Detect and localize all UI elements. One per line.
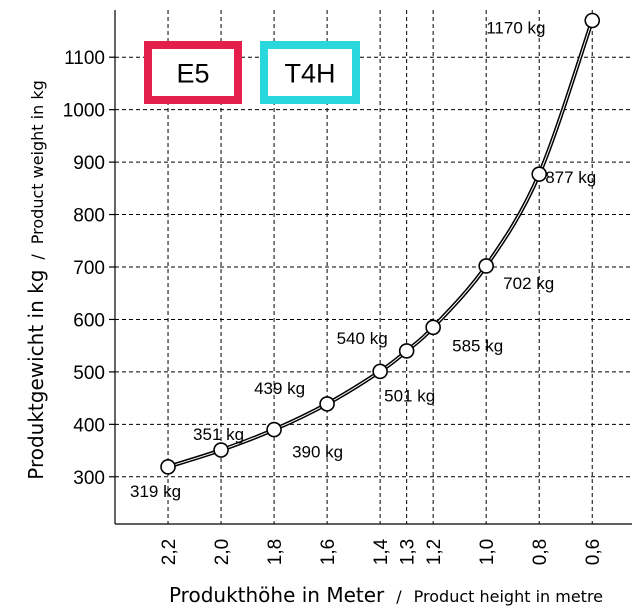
y-tick-label: 900 xyxy=(73,153,105,174)
x-tick-label: 1,6 xyxy=(318,539,339,565)
x-tick-label: 0,6 xyxy=(583,539,604,565)
data-point xyxy=(266,421,282,438)
badge-border xyxy=(144,41,242,104)
data-points xyxy=(160,12,601,475)
svg-text:Produktgewicht in kg /: Produktgewicht in kg / Product weight in… xyxy=(24,80,48,480)
y-tick-labels: 300 400 500 600 700 800 900 1000 1100 xyxy=(63,48,105,489)
data-point xyxy=(160,459,176,475)
data-point xyxy=(319,396,335,412)
data-label: 1170 kg xyxy=(486,18,545,37)
data-labels: 319 kg 351 kg 390 kg 439 kg 501 kg 540 kg 585 … xyxy=(130,18,596,500)
data-label: 390 kg xyxy=(292,443,343,462)
y-tick-label: 500 xyxy=(73,363,105,384)
x-axis-title: Produkthöhe in Meter / Product height in… xyxy=(169,583,603,607)
y-tick-label: 300 xyxy=(73,468,105,489)
data-point xyxy=(425,319,441,336)
x-axis-separator: / xyxy=(396,587,402,606)
y-tick-label: 800 xyxy=(73,206,105,227)
y-tick-label: 600 xyxy=(73,310,105,331)
data-label: 439 kg xyxy=(254,379,305,398)
badge-label: T4H xyxy=(284,59,335,89)
x-tick-label: 1,3 xyxy=(398,539,419,565)
data-label: 540 kg xyxy=(337,329,388,348)
data-label: 877 kg xyxy=(545,168,596,187)
x-tick-label: 1,0 xyxy=(477,539,498,565)
data-point xyxy=(531,166,548,182)
x-tick-label: 2,0 xyxy=(212,539,233,565)
data-point xyxy=(372,363,388,380)
x-axis-label: Produkthöhe in Meter xyxy=(169,583,385,607)
data-point xyxy=(398,343,415,359)
y-axis-sublabel: Product weight in kg xyxy=(28,80,47,244)
y-axis-title: Produktgewicht in kg / Product weight in… xyxy=(24,80,48,480)
x-tick-label: 1,2 xyxy=(424,539,445,565)
badges: E5 T4H xyxy=(144,41,360,104)
badge-e5: E5 xyxy=(144,41,242,104)
y-axis-separator: / xyxy=(28,254,47,260)
y-tick-label: 1000 xyxy=(63,101,105,122)
x-axis-sublabel: Product height in metre xyxy=(414,587,603,606)
x-tick-label: 2,2 xyxy=(159,539,180,565)
data-point xyxy=(478,258,494,274)
data-point xyxy=(213,442,229,458)
badge-border xyxy=(260,41,360,104)
y-tick-label: 700 xyxy=(73,258,105,279)
x-tick-label: 1,4 xyxy=(371,538,392,565)
data-point xyxy=(584,12,601,29)
badge-label: E5 xyxy=(176,59,209,89)
data-label: 702 kg xyxy=(503,274,554,293)
data-label: 585 kg xyxy=(452,336,503,355)
x-tick-labels: 2,2 2,0 1,8 1,6 1,4 1,3 1,2 1,0 0,8 0,6 xyxy=(159,538,604,565)
data-label: 501 kg xyxy=(384,386,435,405)
data-label: 351 kg xyxy=(193,425,244,444)
x-tick-label: 0,8 xyxy=(530,539,551,565)
svg-text:Produkthöhe in Meter /: Produkthöhe in Meter / Product height in… xyxy=(169,583,603,607)
y-axis-label: Produktgewicht in kg xyxy=(24,270,48,480)
badge-t4h: T4H xyxy=(260,41,360,104)
axes xyxy=(109,10,632,525)
x-tick-label: 1,8 xyxy=(265,539,286,565)
data-label: 319 kg xyxy=(130,482,181,501)
y-tick-label: 400 xyxy=(73,415,105,436)
y-tick-label: 1100 xyxy=(64,48,105,69)
